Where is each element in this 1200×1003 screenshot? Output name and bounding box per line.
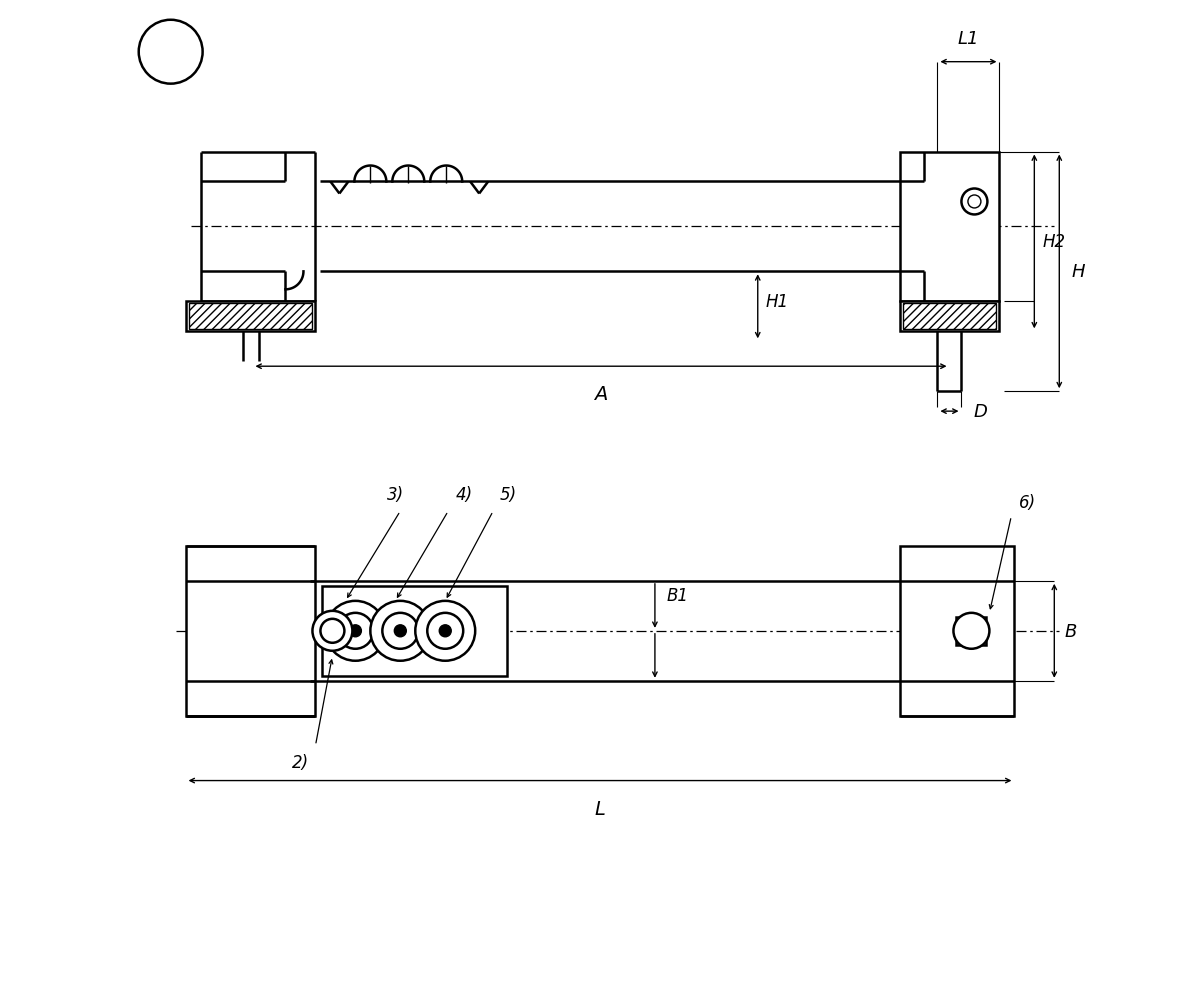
- Bar: [900, 547, 1014, 716]
- Text: H2: H2: [1043, 233, 1066, 251]
- Circle shape: [395, 625, 407, 637]
- Circle shape: [320, 619, 344, 643]
- Circle shape: [337, 613, 373, 649]
- Text: A: A: [163, 44, 178, 61]
- Text: 5): 5): [500, 485, 517, 504]
- Text: H: H: [1072, 263, 1085, 281]
- Text: B: B: [1064, 622, 1076, 640]
- Bar: [902, 304, 996, 330]
- Text: 4): 4): [455, 485, 473, 504]
- Circle shape: [139, 21, 203, 84]
- Bar: [186, 547, 316, 716]
- Bar: [186, 302, 316, 332]
- Circle shape: [961, 190, 988, 216]
- Bar: [900, 302, 1000, 332]
- Bar: [956, 617, 986, 645]
- Circle shape: [349, 625, 361, 637]
- Circle shape: [383, 613, 419, 649]
- Text: D: D: [973, 403, 988, 420]
- Text: H1: H1: [766, 293, 788, 311]
- Circle shape: [968, 196, 980, 209]
- Bar: [188, 304, 312, 330]
- Circle shape: [439, 625, 451, 637]
- Text: L1: L1: [958, 30, 979, 48]
- Circle shape: [312, 611, 353, 651]
- Text: 3): 3): [386, 485, 404, 504]
- Bar: [323, 587, 508, 676]
- Text: 6): 6): [1019, 493, 1037, 512]
- Circle shape: [954, 613, 989, 649]
- Bar: [900, 152, 1000, 302]
- Text: 2): 2): [292, 753, 310, 771]
- Text: B1: B1: [667, 587, 689, 604]
- Text: L: L: [594, 798, 606, 817]
- Circle shape: [325, 601, 385, 661]
- Circle shape: [371, 601, 431, 661]
- Circle shape: [415, 601, 475, 661]
- Text: A: A: [594, 385, 607, 404]
- Circle shape: [427, 613, 463, 649]
